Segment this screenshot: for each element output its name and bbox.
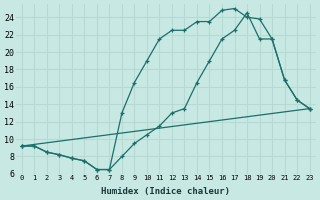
X-axis label: Humidex (Indice chaleur): Humidex (Indice chaleur) bbox=[101, 187, 230, 196]
